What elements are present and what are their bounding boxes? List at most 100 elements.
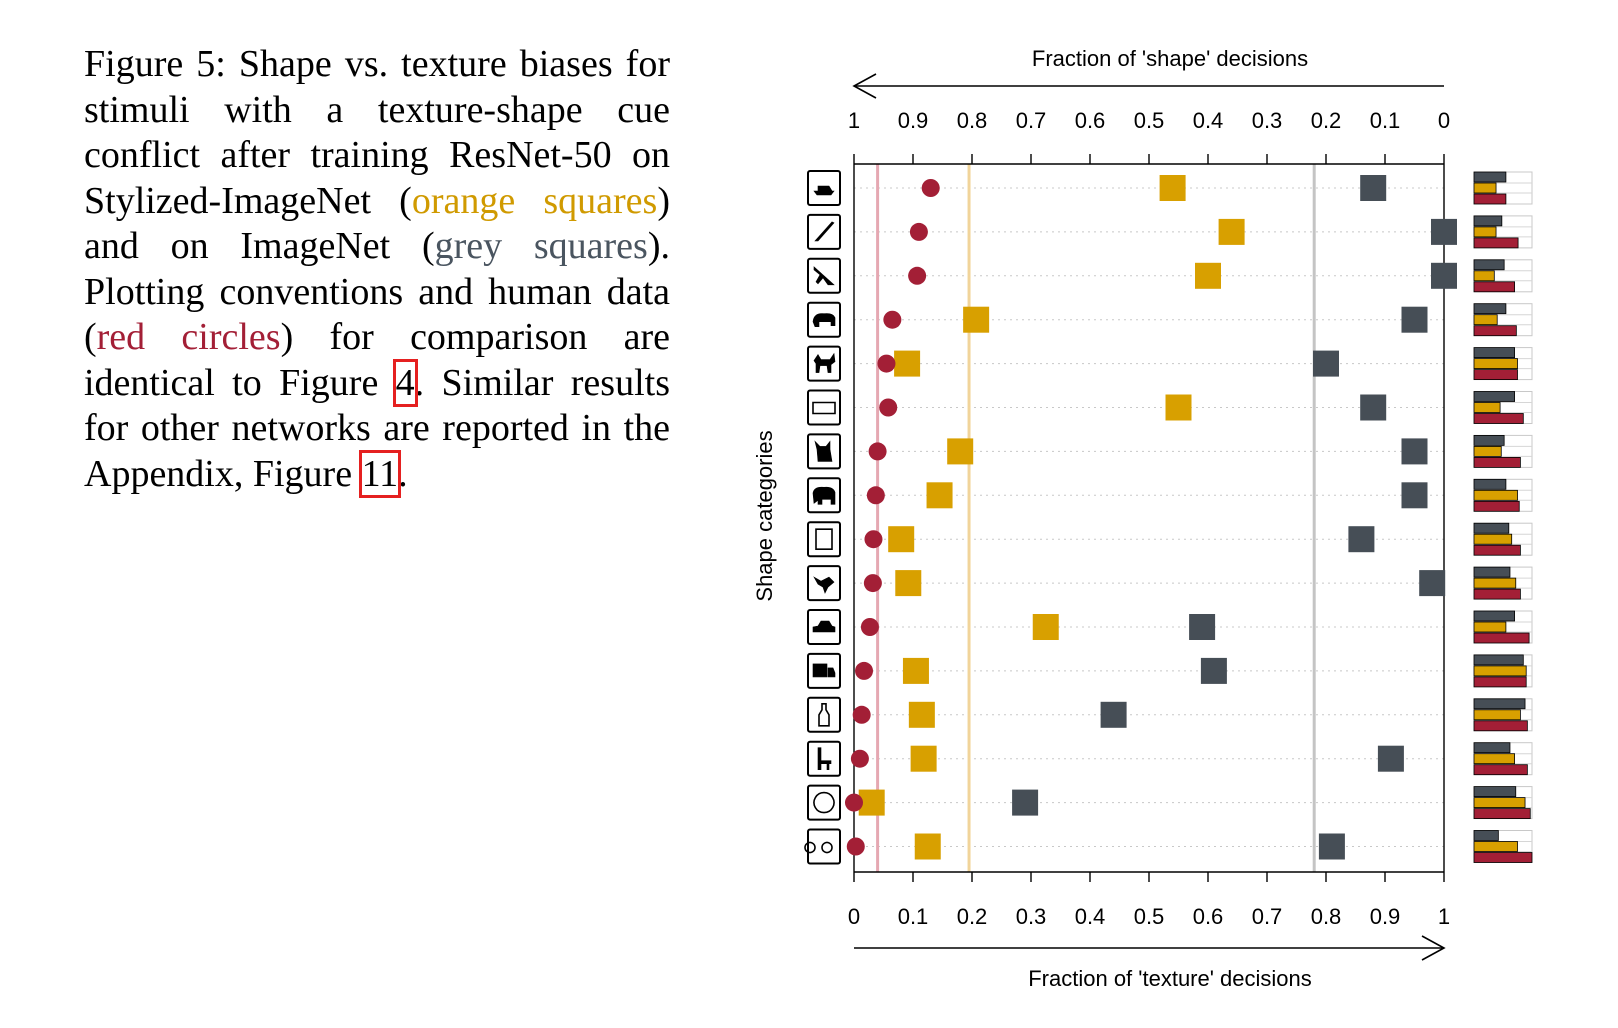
bottom-arrow-head: [1421, 935, 1446, 961]
category-icon-frame: [807, 740, 841, 777]
human-circle-bicycle: [846, 837, 865, 856]
human-circle-car: [860, 618, 879, 636]
side-bars: [1473, 171, 1533, 863]
stylized-side-bar: [1473, 797, 1526, 808]
imagenet-side-bar: [1473, 347, 1515, 359]
stylized-side-bar: [1473, 182, 1497, 194]
stylized-square-keyboard: [1165, 394, 1192, 421]
human-circle-knife: [909, 222, 928, 241]
imagenet-side-bar: [1473, 698, 1526, 710]
imagenet-side-bar: [1473, 742, 1511, 754]
stylized-square-bear: [963, 306, 990, 333]
human-circle-oven: [864, 530, 883, 549]
top-arrow-head: [852, 73, 877, 99]
caption-grey-squares: grey squares: [434, 225, 648, 267]
imagenet-square-oven: [1348, 526, 1375, 553]
human-side-bar: [1473, 544, 1521, 556]
top-tick-label: 0.8: [957, 108, 988, 133]
keyboard-icon: [812, 401, 836, 415]
stylized-side-bar: [1473, 753, 1515, 765]
stylized-side-bar: [1473, 621, 1507, 633]
axes: [853, 163, 1445, 873]
stylized-side-bar: [1473, 226, 1497, 238]
imagenet-square-bicycle: [1318, 833, 1345, 860]
human-side-bar: [1473, 808, 1531, 819]
airplane-icon: [813, 266, 835, 286]
stylized-square-bicycle: [914, 833, 941, 860]
imagenet-square-knife: [1431, 218, 1457, 245]
imagenet-side-bar: [1473, 171, 1507, 183]
figure-ref-link[interactable]: 4: [392, 358, 418, 407]
imagenet-square-chair: [1377, 745, 1404, 772]
human-circle-chair: [850, 749, 869, 768]
stylized-square-car: [1032, 614, 1059, 640]
bottle-icon: [818, 702, 830, 727]
human-side-bar: [1473, 676, 1527, 688]
category-icons: [804, 170, 841, 865]
oven-icon: [815, 528, 833, 551]
caption-mid-4: . Similar results for other networks are…: [84, 361, 670, 495]
elephant-icon: [812, 486, 836, 505]
caption-mid-2: ). Plotting conventions and human data (: [84, 225, 670, 358]
bottom-tick-label: 0.2: [957, 904, 988, 929]
top-tick-label: 0.2: [1311, 108, 1342, 133]
stylized-square-dog: [894, 350, 921, 377]
stylized-side-bar: [1473, 665, 1527, 677]
category-icon-frame: [807, 784, 841, 821]
category-icon-frame: [807, 389, 841, 426]
stylized-side-bar: [1473, 533, 1513, 545]
category-icon-frame: [807, 696, 841, 733]
imagenet-side-bar: [1473, 522, 1510, 534]
stylized-side-bar: [1473, 270, 1495, 282]
imagenet-square-bird: [1419, 570, 1446, 597]
bottom-tick-label: 0.4: [1075, 904, 1106, 929]
stylized-side-bar: [1473, 709, 1521, 721]
stylized-side-bar: [1473, 402, 1501, 413]
bottom-tick-label: 0.1: [898, 904, 929, 929]
human-side-bar: [1473, 325, 1517, 337]
human-side-bar: [1473, 369, 1518, 381]
stylized-square-clock: [858, 789, 885, 816]
caption-lead: Figure 5: Shape vs. texture biases for s…: [84, 43, 670, 222]
stylized-side-bar: [1473, 445, 1502, 457]
human-circle-cat: [868, 442, 887, 461]
car-icon: [812, 620, 836, 633]
imagenet-side-bar: [1473, 215, 1503, 227]
row-grid: [854, 187, 1444, 847]
top-tick-label: 1: [848, 108, 860, 133]
human-circle-bottle: [852, 705, 871, 724]
imagenet-square-cat: [1401, 438, 1428, 465]
imagenet-side-bar: [1473, 478, 1507, 490]
imagenet-square-elephant: [1401, 482, 1428, 509]
chair-icon: [817, 747, 832, 771]
caption-red-circles: red circles: [96, 316, 281, 358]
bottom-tick-label: 0.8: [1311, 904, 1342, 929]
stylized-square-knife: [1218, 218, 1245, 245]
truck-icon: [812, 663, 836, 678]
caption-orange-squares: orange squares: [411, 179, 658, 222]
tick-labels: 1 0 0.9 0.1 0.8 0.2 0.7 0.3 0.6 0.4 0.5 0.5 0.4 0.6 0.…: [848, 108, 1450, 929]
human-side-bar: [1473, 193, 1507, 205]
human-circle-keyboard: [879, 398, 898, 417]
human-circle-truck: [855, 661, 874, 680]
caption-mid-1: ) and on ImageNet (: [84, 179, 670, 268]
bottom-axis-label: Fraction of 'texture' decisions: [1028, 966, 1312, 991]
human-side-bar: [1473, 852, 1533, 863]
dog-icon: [813, 352, 836, 373]
top-tick-label: 0.6: [1075, 108, 1106, 133]
category-icon-frame: [807, 521, 841, 558]
mean-lines: [876, 164, 1316, 872]
figure-ref-link-2[interactable]: 11: [358, 449, 402, 498]
imagenet-side-bar: [1473, 259, 1505, 271]
stylized-square-chair: [910, 745, 937, 772]
stylized-square-airplane: [1195, 262, 1221, 289]
bird-icon: [813, 576, 835, 594]
stylized-side-bar: [1473, 841, 1518, 852]
stylized-side-bar: [1473, 358, 1518, 370]
knife-icon: [814, 221, 835, 242]
stylized-square-bottle: [908, 701, 935, 728]
imagenet-side-bar: [1473, 566, 1511, 578]
human-side-bar: [1473, 588, 1521, 600]
imagenet-square-airplane: [1431, 262, 1457, 289]
stylized-square-truck: [902, 657, 929, 684]
